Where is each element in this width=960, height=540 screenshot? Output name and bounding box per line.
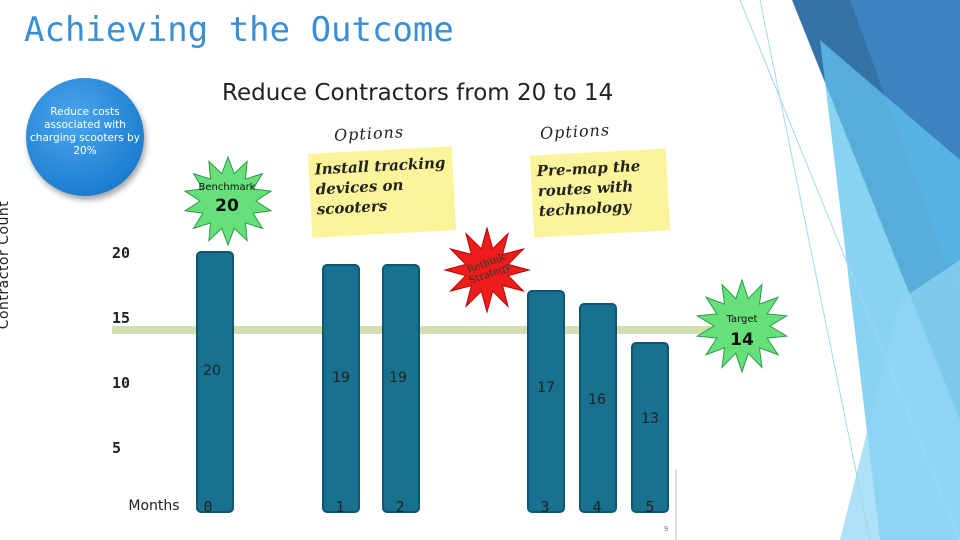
bar-month-4: [579, 303, 617, 513]
rethink-starburst: [443, 226, 531, 314]
y-tick-label: 20: [112, 244, 130, 262]
slide-title: Achieving the Outcome: [24, 10, 454, 50]
x-tick-label: 4: [592, 498, 601, 516]
bar-month-2: [382, 264, 420, 513]
data-label: 20: [203, 363, 221, 379]
y-axis-label: Contractor Count: [0, 200, 12, 330]
target-label: Target: [726, 314, 758, 325]
bar-month-3: [527, 290, 565, 513]
target-value: 14: [730, 330, 754, 350]
deco-pale-panel: [840, 260, 960, 540]
x-tick-label: 3: [540, 498, 549, 516]
target-line: [112, 326, 732, 334]
y-tick-label: 15: [112, 309, 130, 327]
page-number: 9: [664, 525, 669, 533]
benchmark-value: 20: [215, 196, 239, 216]
bar-month-0: [196, 251, 234, 513]
bar-month-5: [631, 342, 669, 513]
deco-line: [759, 0, 871, 540]
chart-title: Reduce Contractors from 20 to 14: [222, 80, 614, 106]
goal-text: Reduce costs associated with charging sc…: [30, 106, 140, 157]
bar-month-1: [322, 264, 360, 513]
data-label: 19: [389, 370, 407, 386]
deco-line: [739, 0, 960, 540]
target-starburst: [695, 278, 789, 374]
goal-circle: [26, 78, 144, 196]
x-axis-label: Months: [128, 498, 179, 514]
data-label: 19: [332, 370, 350, 386]
y-tick-label: 5: [112, 439, 121, 457]
x-tick-label: 5: [645, 498, 654, 516]
y-tick-label: 10: [112, 374, 130, 392]
x-tick-label: 1: [335, 498, 344, 516]
data-label: 16: [588, 392, 606, 408]
benchmark-starburst: [183, 155, 273, 247]
data-label: 17: [537, 380, 555, 396]
data-label: 13: [641, 411, 659, 427]
x-tick-label: 2: [395, 498, 404, 516]
benchmark-label: Benchmark: [198, 182, 256, 193]
x-tick-label: 0: [203, 498, 212, 516]
